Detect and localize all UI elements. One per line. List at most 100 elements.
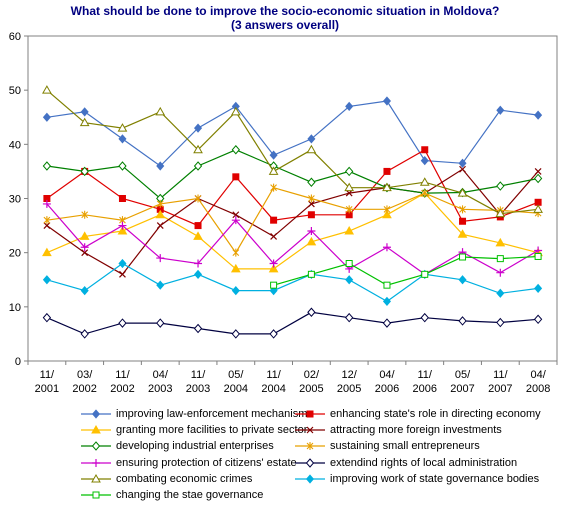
- legend-swatch: [295, 457, 325, 468]
- x-tick-label: 2001: [35, 383, 59, 395]
- x-tick-label: 2008: [526, 383, 550, 395]
- data-point: [382, 182, 392, 192]
- legend-swatch: [295, 474, 325, 484]
- series-7: [42, 199, 543, 279]
- x-tick-label: 11/: [115, 369, 130, 381]
- x-tick-label: 03/: [77, 369, 93, 381]
- data-point: [80, 166, 89, 177]
- data-point: [118, 258, 127, 269]
- data-point: [80, 285, 89, 296]
- legend-swatch: [81, 409, 111, 419]
- data-point: [42, 85, 52, 94]
- data-point: [270, 281, 278, 289]
- data-point: [81, 249, 89, 257]
- y-tick-label: 20: [9, 248, 21, 260]
- data-point: [496, 255, 504, 263]
- data-point: [118, 134, 127, 144]
- data-point: [79, 231, 90, 240]
- data-point: [307, 227, 316, 235]
- series-line: [46, 192, 539, 270]
- data-point: [79, 117, 90, 127]
- data-point: [156, 161, 165, 171]
- series-line: [273, 255, 539, 286]
- series-line: [46, 100, 539, 167]
- legend-swatch: [81, 491, 111, 499]
- data-point: [457, 229, 468, 238]
- data-point: [421, 146, 429, 154]
- x-tick-label: 11/: [40, 369, 55, 381]
- data-point: [306, 236, 317, 246]
- legend-label: combating economic crimes: [116, 472, 253, 485]
- data-point: [156, 318, 165, 328]
- series-layer: [42, 85, 543, 339]
- data-point: [194, 269, 203, 279]
- data-point: [307, 134, 316, 144]
- x-tick-label: 04/: [153, 369, 169, 381]
- legend-marker: [91, 409, 101, 419]
- data-point: [345, 101, 354, 112]
- legend-label: extendind rights of local administration: [330, 456, 518, 469]
- data-point: [345, 312, 354, 323]
- data-point: [118, 318, 127, 328]
- data-point: [117, 225, 128, 235]
- series-line: [46, 262, 539, 303]
- data-point: [230, 106, 241, 116]
- data-point: [382, 209, 392, 219]
- data-point: [231, 329, 240, 339]
- data-point: [155, 209, 166, 219]
- x-tick-label: 2007: [450, 383, 474, 395]
- data-point: [194, 194, 202, 203]
- data-point: [421, 270, 429, 278]
- data-point: [496, 317, 505, 328]
- x-tick-label: 2007: [488, 383, 512, 395]
- series-6: [43, 183, 542, 257]
- legend-swatch: [81, 473, 111, 483]
- data-point: [193, 161, 203, 171]
- legend-marker: [305, 474, 315, 484]
- data-point: [345, 260, 353, 267]
- data-point: [344, 225, 355, 235]
- data-point: [307, 211, 315, 219]
- data-point: [458, 275, 467, 285]
- data-point: [232, 211, 240, 219]
- legend-swatch: [81, 441, 111, 452]
- legend-marker: [92, 458, 100, 467]
- series-line: [46, 168, 539, 276]
- data-point: [459, 165, 466, 173]
- data-point: [533, 204, 543, 213]
- data-point: [383, 281, 391, 289]
- data-point: [268, 263, 279, 273]
- data-point: [495, 237, 506, 247]
- data-point: [80, 243, 89, 252]
- y-tick-labels: 0 10 20 30 40 50 60: [9, 31, 21, 368]
- chart-subtitle: (3 answers overall): [230, 18, 340, 32]
- data-point: [382, 318, 392, 328]
- legend-label: improving law-enforcement mechanisms: [116, 408, 313, 420]
- legend-marker: [91, 425, 101, 434]
- data-point: [155, 106, 166, 116]
- data-point: [193, 231, 203, 240]
- legend-marker: [92, 491, 100, 499]
- x-tick-label: 11/: [191, 369, 206, 381]
- data-point: [80, 329, 89, 339]
- line-chart: 0 10 20 30 40 50 60 11/2001 03/2002 11/2002 04/20…: [9, 31, 558, 395]
- data-point: [81, 210, 89, 219]
- data-point: [345, 205, 353, 214]
- legend-marker: [306, 426, 314, 434]
- y-tick-label: 0: [15, 356, 21, 368]
- x-tick-label: 11/: [493, 369, 508, 381]
- legend-label: sustaining small entrepreneurs: [330, 440, 480, 453]
- data-point: [43, 222, 51, 230]
- data-point: [231, 216, 240, 225]
- data-point: [458, 158, 467, 168]
- x-tick-label: 04/: [379, 369, 395, 381]
- data-point: [231, 285, 240, 296]
- legend-label: changing the stae governance: [116, 489, 264, 501]
- y-tick-label: 60: [9, 31, 21, 43]
- data-point: [534, 110, 543, 120]
- data-point: [496, 268, 505, 277]
- series-1: [42, 96, 543, 171]
- series-5: [42, 144, 543, 204]
- series-8: [42, 307, 543, 339]
